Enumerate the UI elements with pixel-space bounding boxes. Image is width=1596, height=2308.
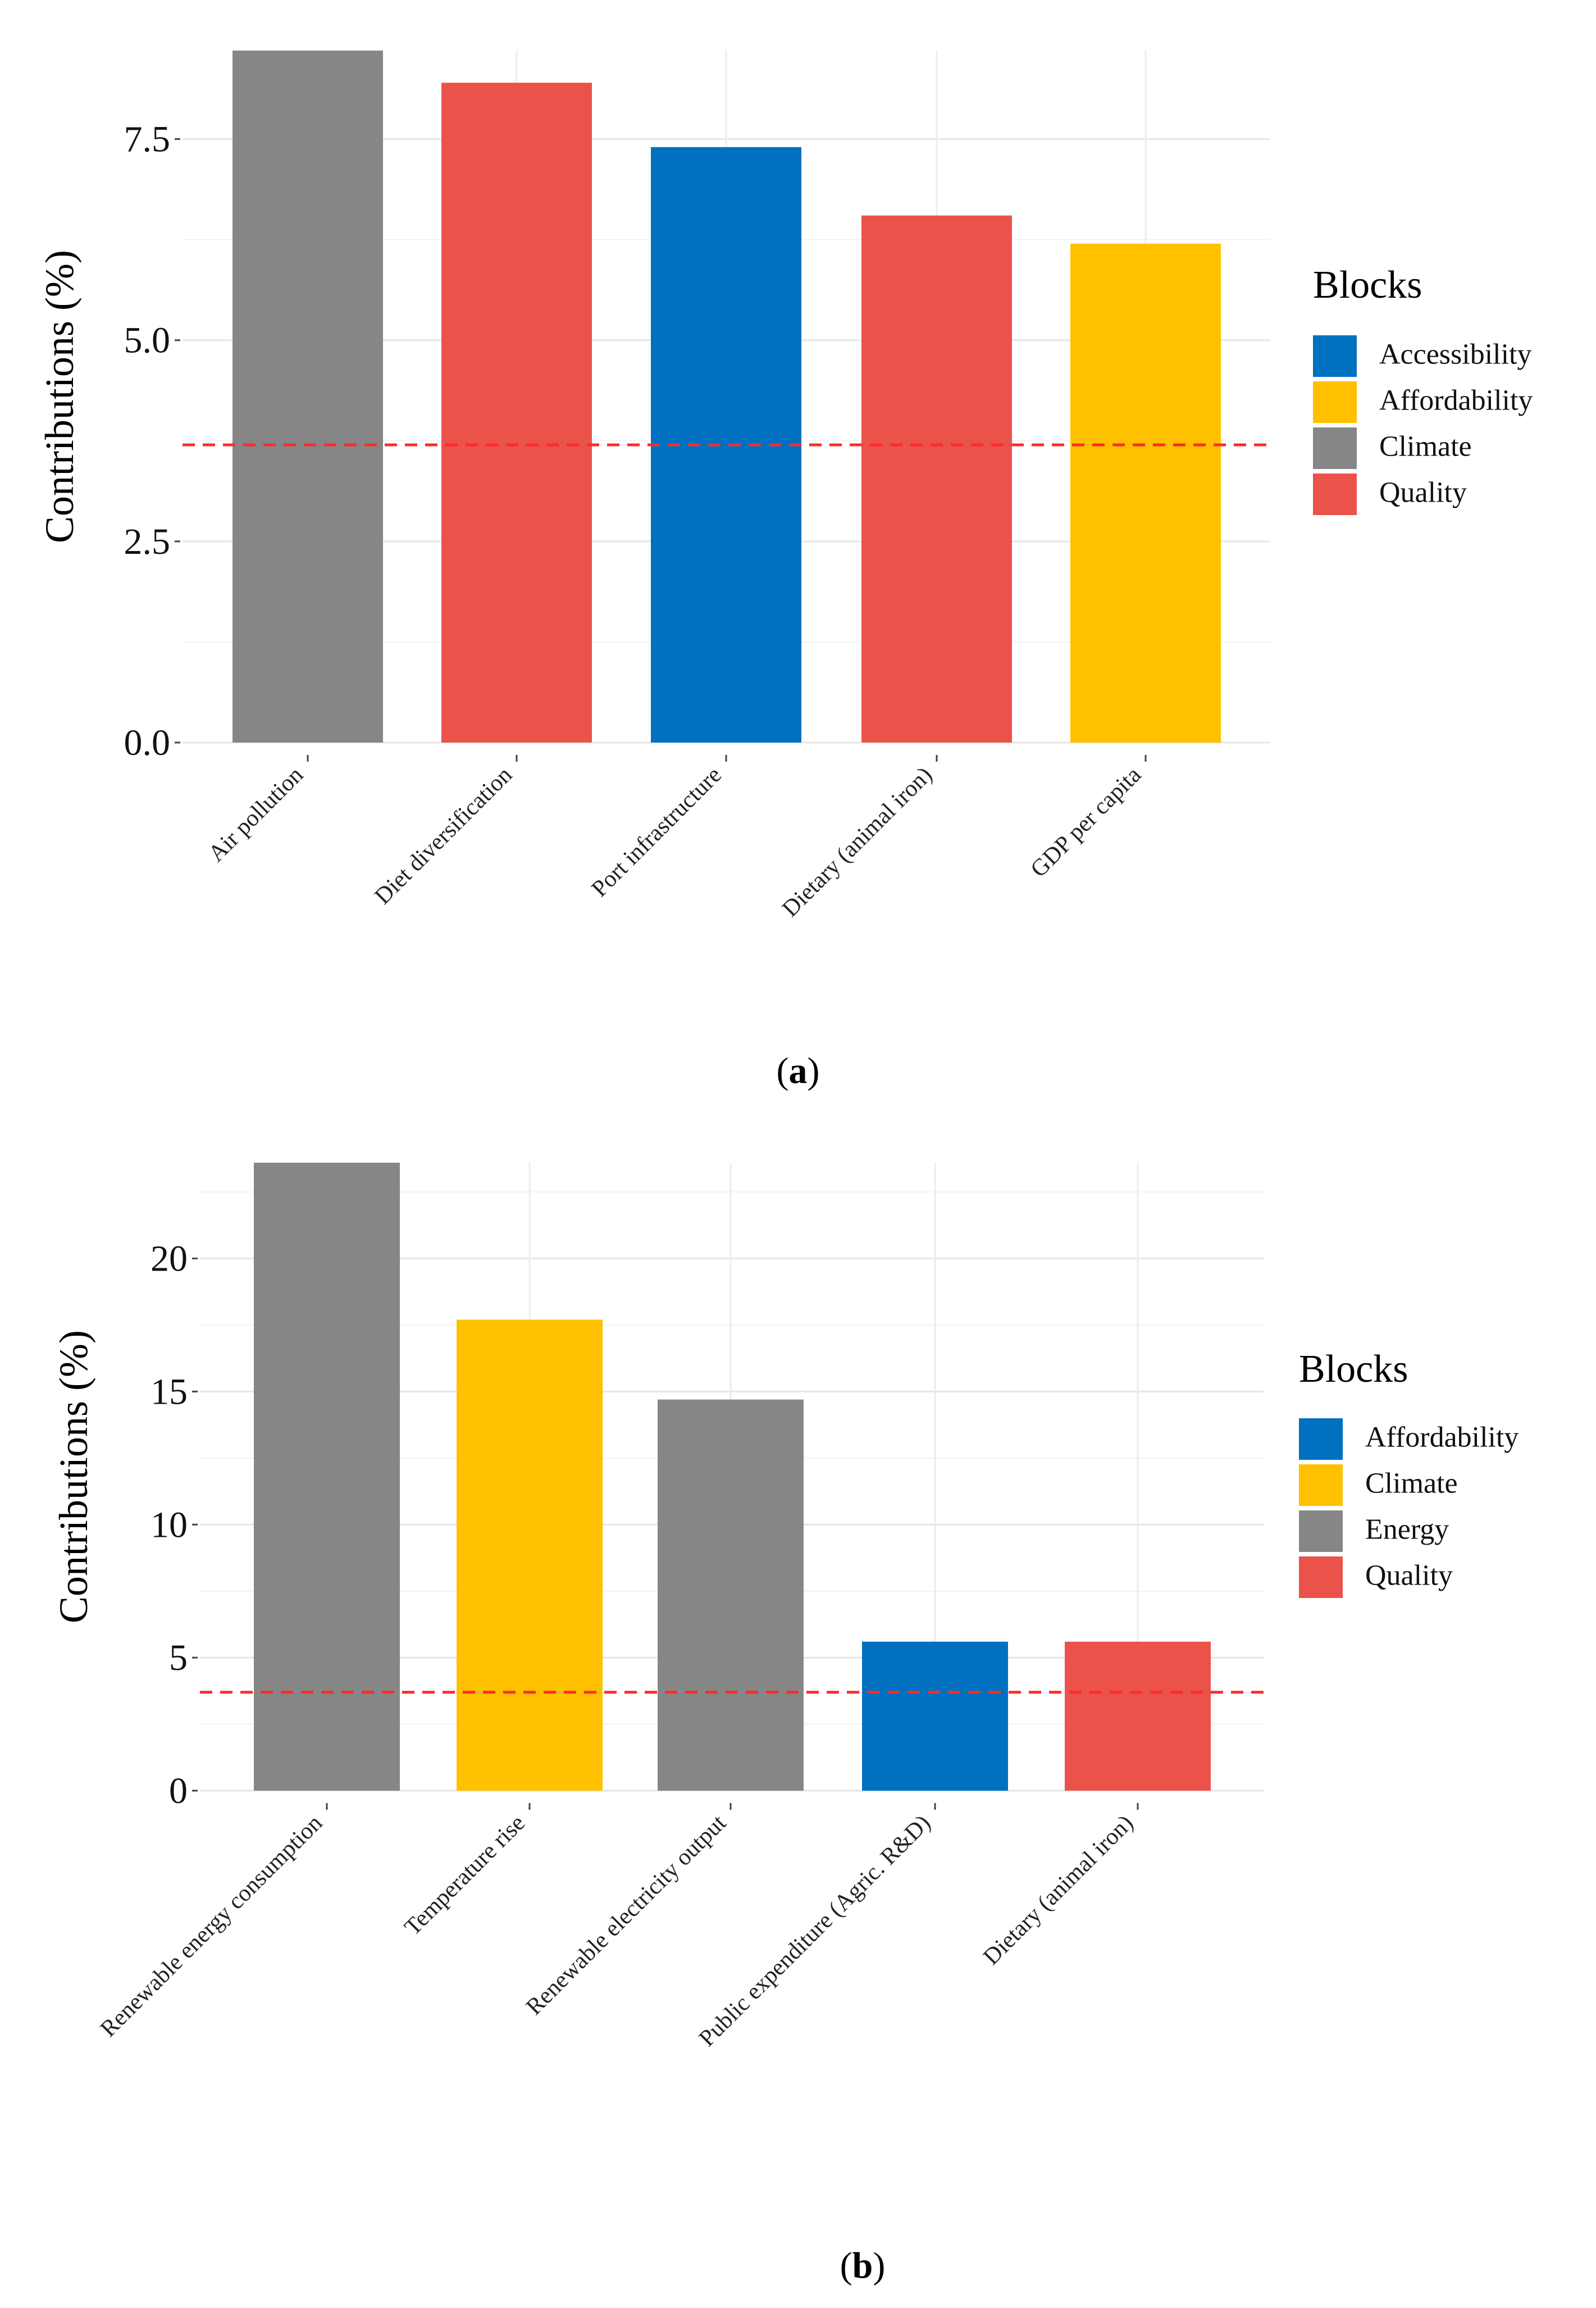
chart-a-svg: (a) 0.0 2.5 5.0 7.5 Air pollution Diet divers… — [37, 51, 1533, 1091]
legend: Blocks Accessibility Affordability Climate Q… — [1313, 263, 1533, 515]
legend-label: Climate — [1379, 430, 1472, 462]
chart-b-panel-label: b — [852, 2245, 873, 2286]
legend-swatch — [1299, 1418, 1343, 1460]
y-axis-label: Contributions (%) — [51, 1330, 96, 1623]
legend-label: Accessibility — [1379, 338, 1532, 370]
legend-label: Climate — [1365, 1467, 1458, 1499]
y-tick-label: 10 — [151, 1504, 188, 1545]
legend-label: Quality — [1379, 476, 1467, 508]
bar-air-pollution — [232, 51, 383, 743]
y-tick-label: 2.5 — [124, 521, 171, 562]
chart-a-caption: (a) — [777, 1050, 820, 1091]
bar-temperature-rise — [457, 1319, 603, 1791]
chart-panel-a: (a) 0.0 2.5 5.0 7.5 Air pollution Diet divers… — [0, 0, 1596, 1129]
y-axis-label: Contributions (%) — [37, 250, 82, 543]
bar-dietary-animal-iron- — [1065, 1641, 1211, 1791]
legend: Blocks Affordability Climate Energy Quality — [1299, 1348, 1519, 1598]
bar-diet-diversification — [441, 83, 592, 743]
legend-label: Affordability — [1379, 384, 1533, 416]
legend-swatch — [1313, 474, 1357, 515]
y-tick-label: 0.0 — [124, 722, 171, 763]
bar-public-expenditure-agric-r-d- — [862, 1641, 1008, 1791]
x-category-label: Air pollution — [203, 762, 308, 867]
legend-label: Quality — [1365, 1559, 1453, 1591]
legend-swatch — [1313, 335, 1357, 377]
chart-b-svg: (b) 0 5 10 15 20 Renewable energy consumption… — [51, 1163, 1519, 2286]
x-category-label: Port infrastructure — [587, 762, 727, 902]
bar-dietary-animal-iron- — [861, 215, 1012, 743]
x-category-label: Public expenditure (Agric. R&D) — [694, 1810, 936, 2052]
x-category-label: Renewable energy consumption — [95, 1810, 327, 2042]
x-category-label: Dietary (animal iron) — [777, 762, 937, 922]
chart-a-panel-label: a — [789, 1050, 808, 1091]
x-category-label: Renewable electricity output — [521, 1810, 731, 2020]
x-category-label: Diet diversification — [370, 762, 517, 910]
legend-swatch — [1313, 427, 1357, 469]
bar-gdp-per-capita — [1070, 243, 1221, 743]
legend-swatch — [1313, 381, 1357, 423]
y-tick-label: 5 — [169, 1637, 188, 1678]
x-category-label: Temperature rise — [400, 1810, 530, 1941]
legend-swatch — [1299, 1464, 1343, 1506]
legend-label: Energy — [1365, 1513, 1449, 1545]
legend-title: Blocks — [1299, 1348, 1408, 1391]
legend-title: Blocks — [1313, 263, 1422, 307]
legend-label: Affordability — [1365, 1421, 1519, 1453]
y-tick-label: 0 — [169, 1770, 188, 1811]
legend-swatch — [1299, 1556, 1343, 1598]
y-tick-label: 20 — [151, 1239, 188, 1280]
y-tick-label: 5.0 — [124, 320, 171, 361]
chart-panel-b: (b) 0 5 10 15 20 Renewable energy consumption… — [0, 1129, 1596, 2308]
bar-renewable-energy-consumption — [254, 1163, 400, 1791]
x-category-label: GDP per capita — [1026, 762, 1147, 882]
chart-b-caption: (b) — [840, 2245, 886, 2286]
legend-swatch — [1299, 1510, 1343, 1552]
x-category-label: Dietary (animal iron) — [978, 1810, 1138, 1970]
bar-renewable-electricity-output — [658, 1399, 804, 1791]
y-tick-label: 15 — [151, 1371, 188, 1412]
y-tick-label: 7.5 — [124, 119, 171, 160]
